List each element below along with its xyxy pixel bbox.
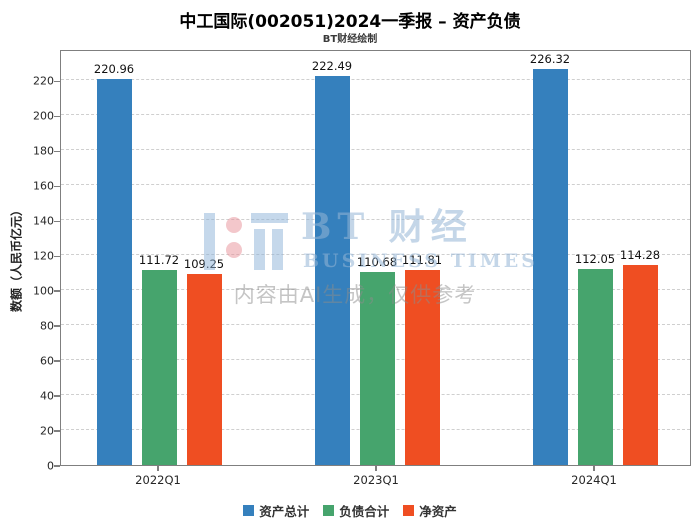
legend-item: 负债合计 (323, 501, 389, 520)
legend-label: 负债合计 (339, 504, 390, 519)
bar-value-label: 114.28 (619, 248, 661, 263)
legend-item: 净资产 (403, 501, 457, 520)
bar (359, 271, 395, 465)
y-tick-mark (54, 465, 60, 467)
plot-area: 220.96 111.72 109.25 222.49 110.68 111.81 226.… (60, 50, 691, 466)
y-tick-mark (54, 255, 60, 257)
x-tick-mark (375, 466, 377, 471)
legend-label: 净资产 (419, 504, 457, 519)
x-tick-label: 2022Q1 (135, 473, 181, 487)
gridline (61, 79, 690, 81)
bar-value-label: 112.05 (574, 252, 616, 267)
gridline (61, 219, 690, 221)
y-tick-label: 140 (33, 214, 54, 228)
bar-value-label: 220.96 (93, 61, 135, 76)
chart-title: 中工国际(002051)2024一季报 – 资产负债 (179, 12, 521, 32)
x-tick-mark (593, 466, 595, 471)
gridline (61, 149, 690, 151)
legend-swatch (243, 505, 255, 516)
x-tick-label: 2024Q1 (571, 473, 617, 487)
y-tick-label: 0 (47, 459, 54, 473)
bar-value-label: 111.81 (401, 252, 443, 267)
chart-subtitle: BT财经绘制 (322, 34, 378, 45)
bar (577, 269, 613, 465)
y-tick-label: 180 (33, 144, 54, 158)
y-tick-label: 220 (33, 74, 54, 88)
y-tick-label: 200 (33, 109, 54, 123)
bar-value-label: 226.32 (529, 52, 571, 67)
bar (186, 274, 222, 465)
y-tick-label: 40 (40, 389, 54, 403)
bar (314, 76, 350, 465)
y-tick-label: 80 (40, 319, 54, 333)
x-tick-label: 2023Q1 (353, 473, 399, 487)
legend-swatch (403, 505, 415, 516)
gridline (61, 254, 690, 256)
bar (96, 78, 132, 465)
bar (404, 269, 440, 465)
y-tick-label: 20 (40, 424, 54, 438)
bar-value-label: 222.49 (311, 59, 353, 74)
y-tick-label: 120 (33, 249, 54, 263)
y-tick-mark (54, 395, 60, 397)
bar (532, 69, 568, 465)
y-tick-label: 160 (33, 179, 54, 193)
legend: 资产总计 负债合计 净资产 (0, 501, 700, 520)
y-tick-mark (54, 325, 60, 327)
y-tick-label: 100 (33, 284, 54, 298)
x-tick-mark (157, 466, 159, 471)
gridline (61, 114, 690, 116)
y-tick-mark (54, 115, 60, 118)
legend-label: 资产总计 (259, 504, 310, 519)
y-tick-mark (54, 185, 60, 188)
legend-swatch (323, 505, 335, 516)
y-tick-mark (54, 220, 60, 223)
legend-item: 资产总计 (243, 501, 309, 520)
bar-value-label: 109.25 (183, 257, 225, 272)
y-tick-mark (54, 290, 60, 292)
gridline (61, 184, 690, 186)
y-tick-mark (54, 80, 60, 83)
bar-value-label: 110.68 (356, 254, 398, 269)
y-tick-mark (54, 430, 60, 432)
y-tick-mark (54, 360, 60, 362)
bar (622, 265, 658, 465)
y-tick-label: 60 (40, 354, 54, 368)
y-tick-mark (54, 150, 60, 153)
bar-value-label: 111.72 (138, 252, 180, 267)
bar (141, 269, 177, 465)
